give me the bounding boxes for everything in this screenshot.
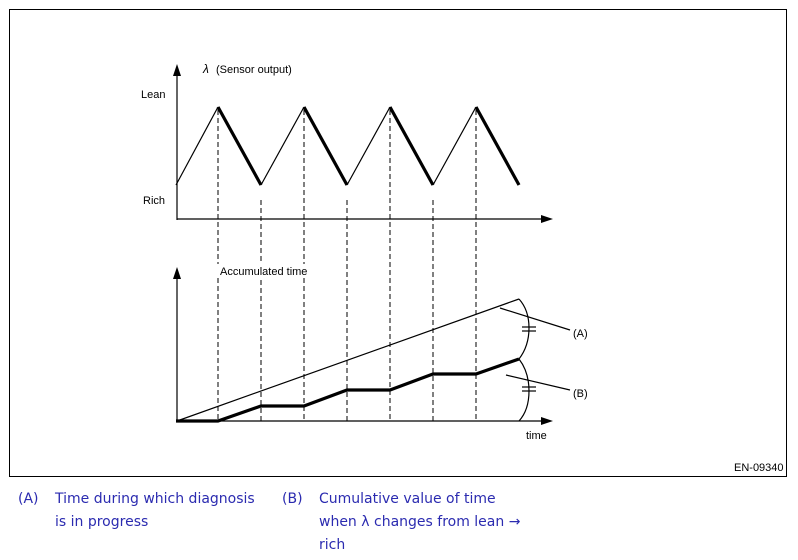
rich-label: Rich	[143, 195, 165, 207]
figure-frame: λ (Sensor output) Lean Rich	[9, 9, 787, 477]
sensor-fall-1	[216, 106, 263, 186]
legend-text-b-line1: Cumulative value of time	[319, 491, 496, 507]
accumulated-time-label: Accumulated time	[220, 266, 307, 278]
diagnosis-time-line	[176, 298, 520, 422]
leader-a	[499, 307, 571, 331]
legend-text-a-line1: Time during which diagnosis	[55, 491, 255, 507]
leader-b	[505, 374, 571, 391]
lambda-symbol: λ	[202, 62, 209, 76]
legend: (A) Time during which diagnosis is in pr…	[0, 488, 798, 560]
figure-id: EN-09340	[734, 462, 784, 474]
callout-a: (A)	[573, 328, 588, 340]
sensor-fall-4	[474, 106, 521, 186]
callout-b: (B)	[573, 388, 588, 400]
top-x-arrow-icon	[541, 215, 553, 223]
bracket-a	[518, 298, 530, 360]
bottom-chart: Accumulated time time (A) (B)	[173, 264, 588, 442]
top-y-axis-title: (Sensor output)	[216, 64, 292, 76]
sensor-rise-2	[260, 106, 305, 186]
label-backdrop	[216, 264, 316, 278]
top-y-arrow-icon	[173, 64, 181, 76]
legend-key-a: (A)	[18, 491, 39, 507]
diagram-canvas: λ (Sensor output) Lean Rich	[141, 62, 784, 474]
lean-label: Lean	[141, 89, 165, 101]
cumulative-time-line	[176, 357, 520, 423]
sensor-fall-2	[302, 106, 349, 186]
bracket-b	[518, 358, 530, 422]
time-axis-label: time	[526, 430, 547, 442]
legend-text-b: Cumulative value of time when λ changes …	[319, 488, 559, 557]
bottom-y-arrow-icon	[173, 267, 181, 279]
legend-key-b: (B)	[282, 491, 303, 507]
sensor-fall-3	[388, 106, 435, 186]
legend-text-a: Time during which diagnosis is in progre…	[55, 488, 275, 534]
sensor-rise-4	[432, 106, 477, 186]
sensor-rise-1	[175, 106, 219, 186]
legend-text-b-line3: rich	[319, 537, 346, 553]
legend-text-a-line2: is in progress	[55, 514, 149, 530]
legend-text-b-line2: when λ changes from lean →	[319, 514, 521, 530]
top-chart: λ (Sensor output) Lean Rich	[141, 62, 553, 223]
sensor-rise-3	[346, 106, 391, 186]
bottom-x-arrow-icon	[541, 417, 553, 425]
